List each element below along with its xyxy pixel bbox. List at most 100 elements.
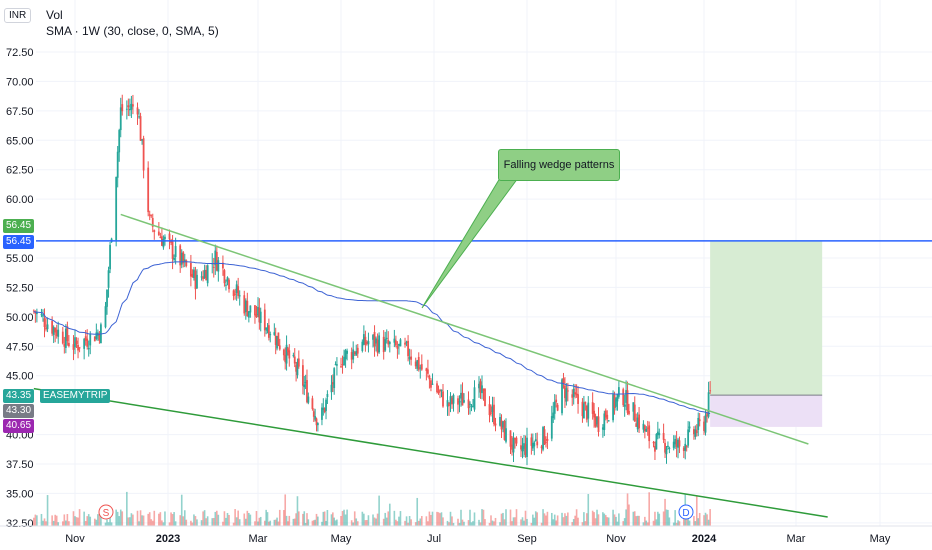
candle (139, 116, 142, 141)
candle (350, 352, 353, 360)
volume-bar (533, 517, 536, 526)
candle (646, 427, 649, 429)
candle (346, 350, 348, 354)
volume-bar (180, 494, 183, 526)
volume-bar (505, 509, 507, 526)
volume-bar (246, 510, 249, 526)
volume-bar (311, 520, 314, 526)
volume-bar (104, 522, 107, 526)
candle (414, 361, 417, 367)
candle (330, 384, 333, 393)
vol-indicator-label[interactable]: Vol (46, 8, 63, 22)
volume-bar (571, 522, 574, 526)
y-tick-label: 72.50 (6, 47, 34, 59)
volume-bar (672, 522, 675, 526)
candle (457, 398, 459, 405)
volume-bar (183, 510, 186, 526)
volume-bar (622, 521, 625, 526)
volume-bar (164, 511, 166, 526)
volume-bar (355, 518, 358, 526)
y-tick-label: 60.00 (6, 194, 34, 206)
candle (606, 414, 609, 420)
volume-bar (217, 514, 220, 526)
volume-bar (449, 511, 452, 526)
candle (322, 407, 325, 410)
volume-bar (276, 517, 278, 526)
volume-bar (452, 522, 455, 526)
volume-bar (428, 511, 431, 526)
volume-bar (130, 513, 133, 526)
volume-bar (75, 517, 78, 526)
volume-bar (334, 520, 337, 526)
candle (617, 387, 620, 397)
candle (509, 430, 512, 447)
volume-bar (552, 519, 555, 526)
volume-bar (623, 518, 626, 526)
falling-wedge-callout[interactable]: Falling wedge patterns (498, 149, 620, 181)
sma-indicator-label[interactable]: SMA · 1W (30, close, 0, SMA, 5) (46, 24, 219, 38)
candle (652, 442, 655, 444)
candle (467, 399, 470, 409)
currency-button[interactable]: INR (4, 8, 32, 23)
candle (662, 432, 665, 440)
volume-bar (118, 516, 121, 526)
candle (40, 314, 43, 316)
volume-bar (206, 516, 209, 526)
candle (237, 286, 240, 296)
candle (550, 416, 553, 439)
volume-bar (223, 511, 226, 526)
candle (555, 399, 558, 403)
volume-bar (490, 515, 492, 526)
candle (119, 107, 122, 131)
candle (292, 355, 295, 357)
volume-bar (303, 511, 306, 526)
volume-bar (502, 512, 504, 526)
candle (255, 314, 258, 318)
y-tick-label: 32.50 (6, 518, 34, 530)
candle (461, 392, 464, 406)
candle (311, 398, 314, 409)
candle (703, 421, 705, 431)
volume-bar (287, 521, 289, 526)
volume-bar (52, 520, 55, 526)
volume-bar (615, 516, 617, 526)
candle (196, 274, 198, 289)
volume-bar (78, 509, 81, 526)
candle (642, 423, 645, 430)
candle (247, 311, 250, 318)
candle (452, 394, 455, 404)
volume-bar (283, 510, 285, 526)
candle (472, 406, 474, 408)
volume-bar (249, 514, 252, 526)
candle (693, 429, 695, 435)
volume-bar (607, 517, 610, 526)
candle (431, 383, 434, 385)
candle (596, 417, 598, 425)
candle (514, 437, 516, 440)
volume-bar (238, 519, 241, 526)
volume-bar (491, 520, 494, 526)
volume-bar (353, 511, 356, 526)
volume-bar (84, 520, 87, 526)
candle (212, 266, 215, 268)
candle (285, 344, 288, 364)
candle (656, 431, 659, 436)
candle (428, 375, 431, 380)
candle (222, 262, 224, 269)
volume-bar (473, 512, 476, 526)
candle (388, 341, 391, 345)
volume-bar (298, 511, 300, 526)
candle (174, 246, 177, 257)
x-tick-label: 2024 (692, 533, 717, 545)
candle (526, 437, 528, 458)
candle (43, 318, 46, 327)
volume-bar (618, 513, 620, 526)
candle (78, 347, 81, 349)
volume-bar (646, 522, 649, 526)
candle (307, 396, 310, 403)
candle (387, 340, 390, 345)
volume-bar (74, 516, 76, 526)
volume-bar (341, 511, 344, 526)
volume-bar (431, 511, 434, 526)
